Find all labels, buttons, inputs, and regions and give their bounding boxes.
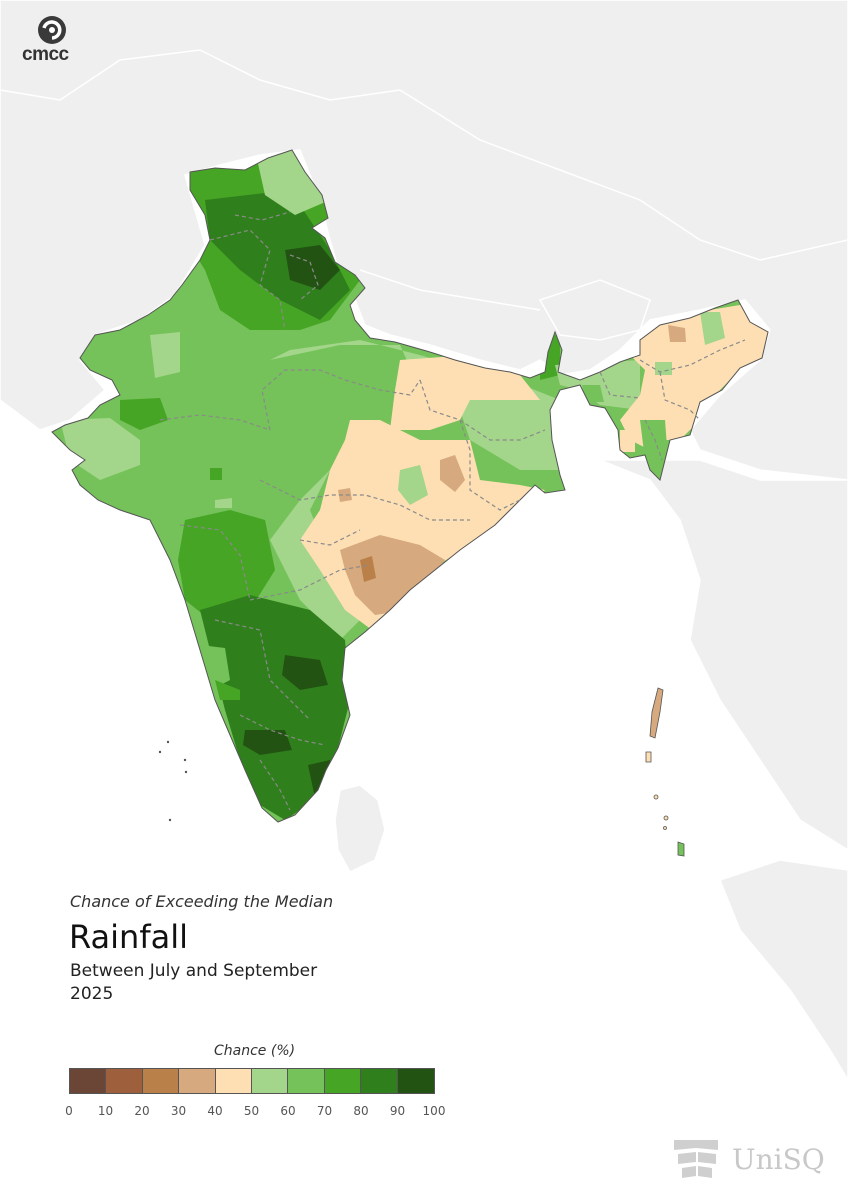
legend-swatch	[288, 1069, 325, 1093]
map-subtitle: Chance of Exceeding the Median	[70, 892, 334, 911]
legend-title: Chance (%)	[214, 1043, 296, 1059]
cmcc-logo-text: cmcc	[22, 44, 69, 65]
map-year: 2025	[70, 984, 114, 1004]
legend-swatch	[106, 1069, 143, 1093]
legend-swatch	[324, 1069, 362, 1093]
legend-swatch	[251, 1069, 289, 1093]
legend-tick-label: 70	[316, 1104, 333, 1118]
legend-swatch	[215, 1069, 252, 1093]
legend-ticks: 0 10 20 30 40 50 60 70 80 90 100	[65, 1104, 445, 1120]
legend-swatch	[397, 1069, 434, 1093]
legend-tick-label: 90	[389, 1104, 406, 1118]
legend-tick-label: 0	[65, 1104, 73, 1118]
legend-tick-label: 80	[353, 1104, 369, 1118]
map-title: Rainfall	[69, 918, 188, 956]
state-borders	[159, 211, 746, 811]
legend-tick-label: 60	[280, 1104, 296, 1118]
legend-swatch	[361, 1069, 398, 1093]
cmcc-logo-icon	[38, 16, 66, 44]
country-borders	[0, 49, 848, 311]
unisq-logo-text: UniSQ	[732, 1143, 825, 1176]
legend-color-bar	[69, 1068, 435, 1094]
andaman-islands	[645, 687, 685, 857]
legend-tick-label: 50	[243, 1104, 260, 1118]
india-outline	[51, 149, 769, 823]
legend-swatch	[142, 1069, 180, 1093]
lakshadweep-islands	[158, 740, 188, 822]
legend-tick-label: 10	[97, 1104, 114, 1118]
map-period: Between July and September	[70, 961, 318, 981]
legend-swatch	[70, 1069, 107, 1093]
unisq-logo-icon	[674, 1140, 718, 1178]
neighbouring-land	[0, 0, 848, 1082]
legend-swatch	[179, 1069, 216, 1093]
legend-tick-label: 100	[422, 1104, 446, 1118]
legend-tick-label: 40	[207, 1104, 223, 1118]
legend-tick-label: 30	[170, 1104, 187, 1118]
legend-tick-label: 20	[134, 1104, 150, 1118]
